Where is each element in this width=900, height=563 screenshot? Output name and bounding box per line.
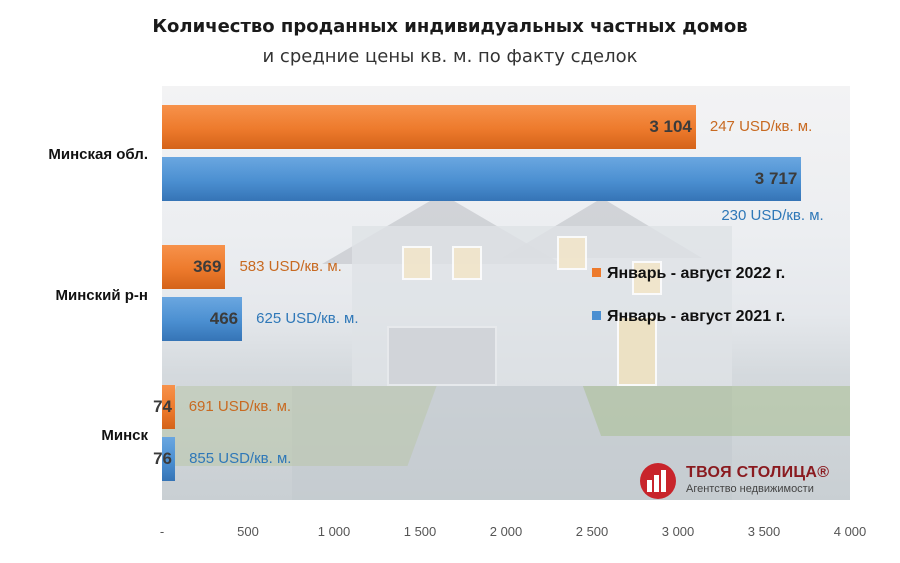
x-tick-label: 2 000 bbox=[489, 524, 523, 539]
x-tick-label: 500 bbox=[237, 524, 259, 539]
value-label-minsk-region-2022: 3 104 bbox=[649, 117, 692, 136]
logo-building-icon bbox=[640, 463, 676, 499]
legend-swatch-2022 bbox=[592, 268, 601, 277]
category-label-minsk-district: Минский р-н bbox=[55, 287, 148, 304]
price-label-minsk-district-2021: 625 USD/кв. м. bbox=[256, 310, 359, 327]
category-label-minsk-region: Минская обл. bbox=[48, 146, 148, 163]
x-tick-label: - bbox=[159, 524, 165, 539]
value-label-minsk-district-2021: 466 bbox=[209, 309, 239, 328]
bar-minsk-region-2021 bbox=[162, 157, 802, 201]
x-tick-label: 1 500 bbox=[403, 524, 437, 539]
logo-tagline: Агентство недвижимости bbox=[686, 483, 814, 495]
legend-swatch-2021 bbox=[592, 311, 601, 320]
price-label-minsk-2021: 855 USD/кв. м. bbox=[189, 450, 292, 467]
price-label-minsk-region-2022: 247 USD/кв. м. bbox=[709, 118, 813, 135]
category-label-minsk: Минск bbox=[101, 427, 148, 444]
x-tick-label: 3 000 bbox=[661, 524, 695, 539]
value-label-minsk-region-2021: 3 717 bbox=[754, 169, 798, 188]
chart-title: Количество проданных индивидуальных част… bbox=[152, 16, 748, 37]
legend-label-2022: Январь - август 2022 г. bbox=[607, 265, 786, 282]
legend-label-2021: Январь - август 2021 г. bbox=[607, 308, 786, 325]
x-tick-label: 4 000 bbox=[833, 524, 867, 539]
bar-minsk-region-2022 bbox=[162, 105, 696, 149]
company-logo: ТВОЯ СТОЛИЦА® Агентство недвижимости bbox=[640, 461, 840, 499]
legend-item-2021: Январь - август 2021 г. bbox=[592, 308, 785, 326]
house-photo-background bbox=[162, 86, 850, 500]
price-label-minsk-2022: 691 USD/кв. м. bbox=[188, 398, 292, 415]
bar-minsk-district-2021 bbox=[162, 297, 243, 341]
chart-subtitle: и средние цены кв. м. по факту сделок bbox=[262, 46, 638, 67]
price-label-minsk-region-2021: 230 USD/кв. м. bbox=[721, 207, 824, 224]
x-tick-label: 2 500 bbox=[575, 524, 609, 539]
x-tick-label: 1 000 bbox=[317, 524, 351, 539]
x-tick-label: 3 500 bbox=[747, 524, 781, 539]
value-label-minsk-2021: 76 bbox=[153, 449, 172, 468]
bar-minsk-2021 bbox=[162, 437, 176, 481]
legend-item-2022: Январь - август 2022 г. bbox=[592, 265, 785, 283]
value-label-minsk-2022: 74 bbox=[153, 397, 172, 416]
value-label-minsk-district-2022: 369 bbox=[193, 257, 222, 276]
logo-name: ТВОЯ СТОЛИЦА® bbox=[686, 464, 830, 481]
price-label-minsk-district-2022: 583 USD/кв. м. bbox=[239, 258, 342, 275]
bar-minsk-2022 bbox=[162, 385, 175, 429]
bar-minsk-district-2022 bbox=[162, 245, 226, 289]
